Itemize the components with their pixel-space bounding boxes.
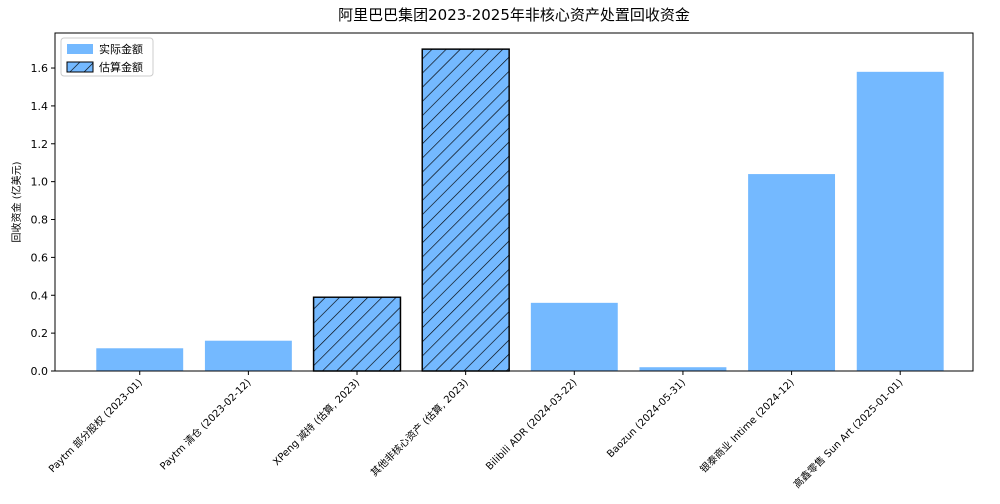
x-tick-label: Paytm 清仓 (2023-02-12) — [157, 376, 254, 473]
y-tick-label: 0.4 — [31, 289, 49, 302]
y-tick-label: 1.4 — [31, 100, 49, 113]
bar — [96, 348, 184, 371]
bar — [748, 174, 836, 371]
x-tick-label: 高鑫零售 Sun Art (2025-01-01) — [791, 376, 906, 491]
y-tick-label: 0.8 — [31, 214, 49, 227]
x-tick-label: Baozun (2024-05-31) — [605, 377, 688, 460]
bar — [856, 71, 944, 371]
y-tick-label: 0.6 — [31, 251, 49, 264]
legend-swatch — [67, 44, 93, 54]
y-tick-label: 0.0 — [31, 365, 49, 378]
plot-frame — [54, 32, 974, 372]
x-tick-label: Bilibili ADR (2024-03-22) — [484, 377, 579, 472]
legend-hatch — [66, 61, 94, 73]
bar-hatch — [421, 48, 510, 372]
x-tick-label: 银泰商业 Intime (2024-12) — [697, 376, 797, 476]
x-tick-label: Paytm 部分股权 (2023-01) — [46, 376, 145, 475]
legend-label: 实际金额 — [99, 42, 143, 56]
y-tick-label: 1.0 — [31, 176, 49, 189]
bar — [530, 302, 618, 371]
bar-hatch — [312, 296, 402, 372]
x-tick-label: XPeng 减持 (估算, 2023) — [270, 376, 362, 468]
y-tick-label: 1.2 — [31, 138, 49, 151]
bar — [204, 340, 292, 371]
bar — [639, 367, 727, 371]
x-tick-label: 其他非核心资产 (估算, 2023) — [368, 376, 471, 479]
y-axis-label: 回收资金 (亿美元) — [10, 161, 23, 242]
y-tick-label: 0.2 — [31, 327, 49, 340]
y-tick-label: 1.6 — [31, 62, 49, 75]
legend-label: 估算金额 — [99, 60, 143, 74]
chart-title: 阿里巴巴集团2023-2025年非核心资产处置回收资金 — [338, 6, 690, 24]
